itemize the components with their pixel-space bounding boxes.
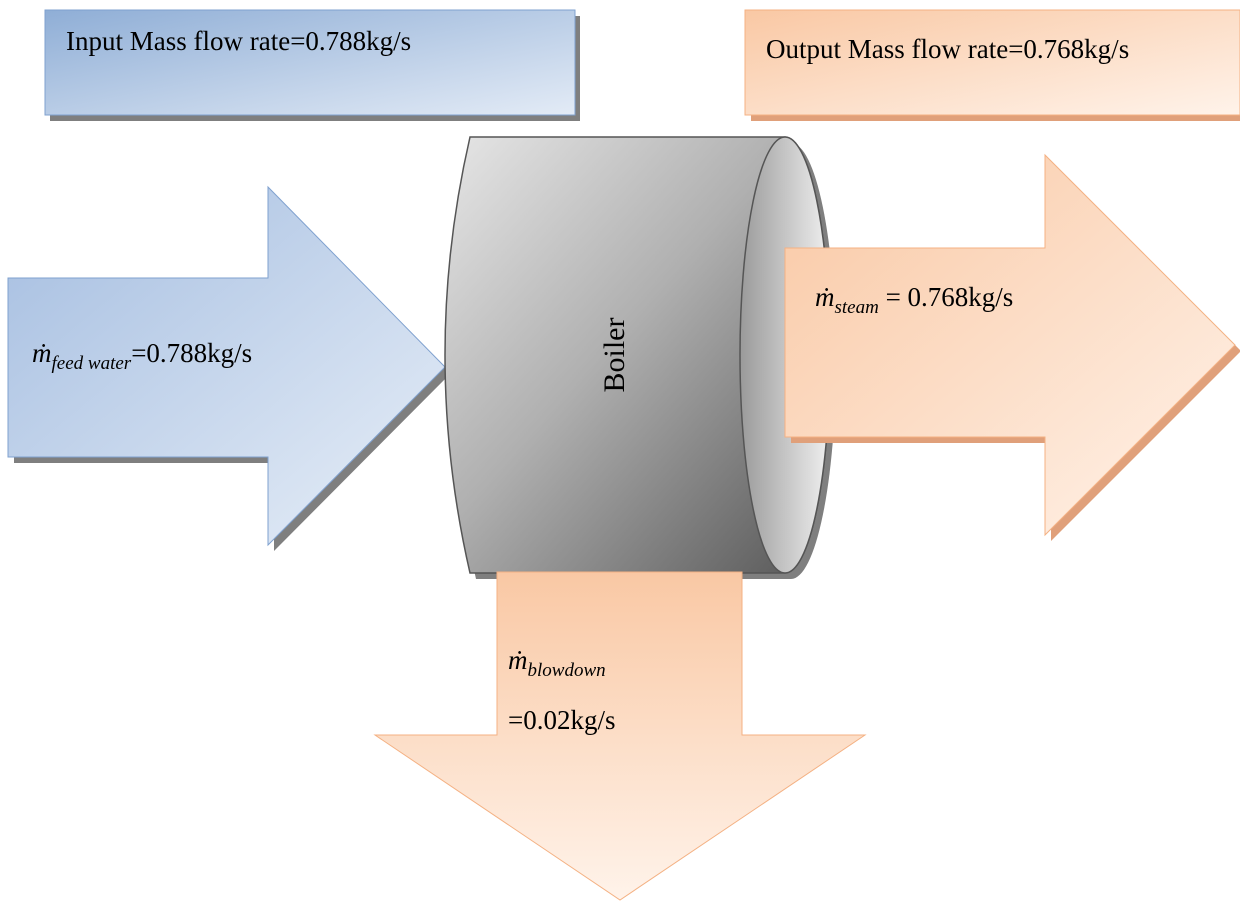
symbol: ṁ [32, 338, 52, 368]
symbol: ṁ [508, 645, 528, 675]
input-label: Input Mass flow rate=0.788kg/s [66, 26, 411, 57]
subscript: blowdown [528, 660, 606, 681]
diagram [0, 0, 1240, 904]
value: = 0.768kg/s [886, 282, 1014, 312]
symbol: ṁ [815, 282, 835, 312]
subscript: steam [835, 297, 879, 318]
blowdown-arrow [375, 572, 865, 900]
steam-arrow [785, 155, 1235, 535]
steam-flow: ṁsteam = 0.768kg/s [815, 282, 1013, 319]
blowdown-value: =0.02kg/s [508, 705, 616, 736]
page: Input Mass flow rate=0.788kg/s Output Ma… [0, 0, 1240, 904]
output-label: Output Mass flow rate=0.768kg/s [766, 34, 1129, 65]
subscript: feed water [52, 353, 132, 374]
boiler-label: Boiler [598, 318, 632, 393]
blowdown-flow: ṁblowdown [508, 645, 606, 682]
value: =0.788kg/s [131, 338, 252, 368]
feed-flow: ṁfeed water=0.788kg/s [32, 338, 252, 375]
